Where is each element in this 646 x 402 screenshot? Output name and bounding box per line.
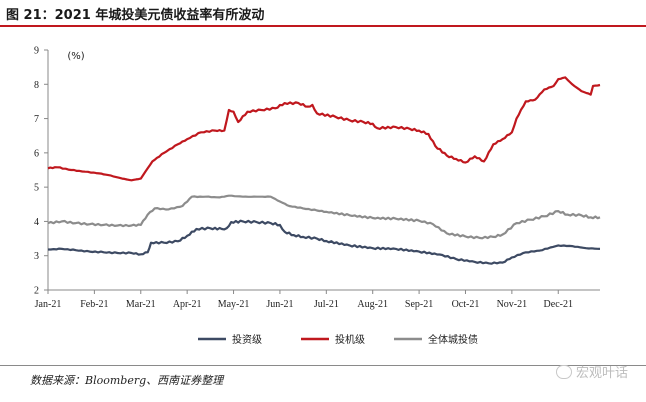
chart-series-lines [47, 76, 601, 265]
x-tick-label: Jul-21 [314, 299, 339, 310]
series-line-1 [48, 219, 601, 265]
wechat-icon [555, 365, 572, 379]
chart-legend: 投资级 投机级 全体城投债 [198, 333, 478, 346]
x-tick-label: Jun-21 [266, 299, 293, 310]
y-tick-label: 4 [34, 217, 39, 228]
series-line-2 [47, 76, 601, 182]
y-tick-label: 3 [34, 251, 39, 262]
y-tick-label: 9 [34, 46, 39, 57]
x-tick-label: Nov-21 [497, 299, 528, 310]
x-tick-label: May-21 [218, 299, 250, 310]
x-tick-label: Sep-21 [405, 299, 433, 310]
yield-line-chart: 2 3 4 5 6 7 8 9 (%) Jan-21 Feb-21 Mar-21 Apr-21 May-2… [34, 46, 601, 346]
y-tick-label: 2 [34, 286, 39, 297]
source-note: 数据来源：Bloomberg、西南证券整理 [30, 374, 224, 387]
x-tick-label: Mar-21 [126, 299, 156, 310]
legend-label-1: 投资级 [232, 333, 262, 346]
series-line-3 [47, 194, 601, 240]
page-title: 图 21：2021 年城投美元债收益率有所波动 [6, 8, 265, 23]
legend-label-3: 全体城投债 [428, 333, 478, 346]
x-tick-label: Dec-21 [544, 299, 573, 310]
source-rule [0, 365, 646, 366]
watermark: 宏观叶话 [555, 362, 628, 381]
chart-axes: 2 3 4 5 6 7 8 9 (%) Jan-21 Feb-21 Mar-21 Apr-21 May-2… [34, 46, 600, 310]
title-rule [0, 25, 646, 27]
y-tick-label: 5 [34, 183, 39, 194]
legend-label-2: 投机级 [335, 333, 365, 346]
x-tick-label: Apr-21 [173, 299, 202, 310]
x-tick-label: Jan-21 [35, 299, 62, 310]
y-tick-label: 8 [34, 80, 39, 91]
x-tick-label: Oct-21 [452, 299, 480, 310]
watermark-text: 宏观叶话 [575, 366, 628, 381]
y-tick-label: 6 [34, 148, 39, 159]
y-tick-label: 7 [34, 114, 39, 125]
x-tick-label: Aug-21 [357, 299, 388, 310]
x-tick-label: Feb-21 [80, 299, 108, 310]
y-unit-label: (%) [67, 51, 84, 62]
